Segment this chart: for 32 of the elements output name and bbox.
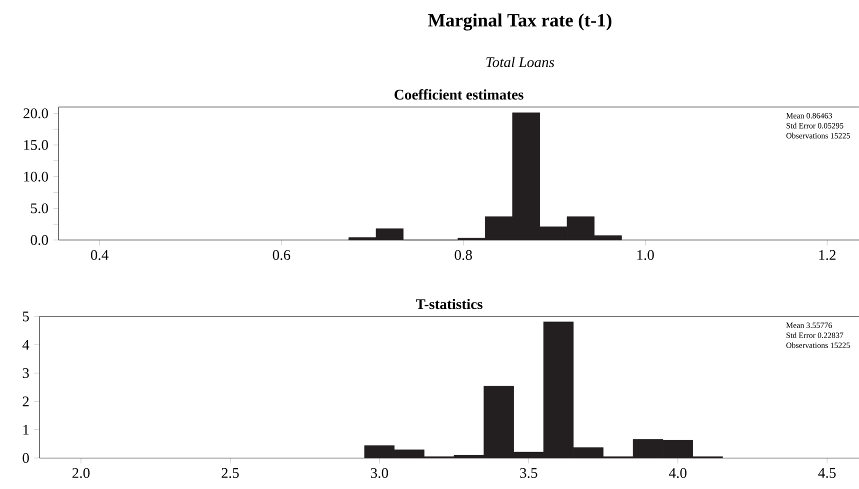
y-tick-label: 5.0 <box>31 203 48 214</box>
text: Total Loans <box>486 56 554 68</box>
annotation: Mean 0.86463 <box>786 113 832 118</box>
chart-title: T-statistics <box>416 298 482 310</box>
annotation: Std Error 0.22837 <box>786 332 844 338</box>
y-tick-label: 4 <box>22 340 30 350</box>
y-tick-label: 1 <box>23 424 29 435</box>
y-tick-label: 3 <box>22 368 29 378</box>
text: Marginal Tax rate (t-1) <box>428 13 612 31</box>
annotation: Std Error 0.05295 <box>786 122 844 128</box>
y-tick-label: 15.0 <box>24 140 48 150</box>
x-tick-label: 0.8 <box>454 250 472 260</box>
annotation: Observations 15225 <box>786 132 850 138</box>
x-tick-label: 4.5 <box>818 468 836 478</box>
y-tick-label: 20.0 <box>24 108 48 118</box>
x-tick-label: 2.0 <box>72 468 90 478</box>
y-tick-label: 0 <box>22 453 29 463</box>
y-tick-label: 10.0 <box>24 172 48 182</box>
annotation: Observations 15225 <box>786 342 850 348</box>
x-tick-label: 1.0 <box>637 250 654 260</box>
y-tick-label: 0.0 <box>30 235 48 245</box>
chart-title: Coefficient estimates <box>394 89 524 100</box>
x-tick-label: 2.5 <box>222 468 239 478</box>
x-tick-label: 0.4 <box>90 250 108 260</box>
x-tick-label: 0.6 <box>272 250 290 260</box>
x-tick-label: 4.0 <box>668 468 686 478</box>
y-tick-label: 5 <box>22 312 29 322</box>
x-tick-label: 3.5 <box>520 468 538 478</box>
y-tick-label: 2 <box>22 396 29 406</box>
x-tick-label: 1.2 <box>819 250 836 260</box>
annotation: Mean 3.55776 <box>786 322 832 328</box>
x-tick-label: 3.0 <box>370 468 388 478</box>
